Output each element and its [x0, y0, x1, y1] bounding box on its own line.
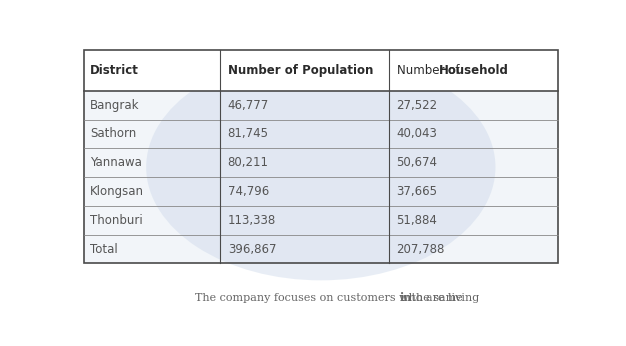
- Bar: [84, 235, 558, 263]
- Text: Yannawa: Yannawa: [90, 156, 141, 169]
- Text: 207,788: 207,788: [396, 243, 445, 256]
- Text: 81,745: 81,745: [228, 127, 269, 140]
- Text: Klongsan: Klongsan: [90, 185, 144, 198]
- Text: Bangrak: Bangrak: [90, 99, 140, 112]
- Text: Number of: Number of: [396, 64, 463, 77]
- Text: Household: Household: [439, 64, 509, 77]
- Text: Sathorn: Sathorn: [90, 127, 136, 140]
- Text: District: District: [90, 64, 139, 77]
- Text: The company focuses on customers who are living: The company focuses on customers who are…: [195, 293, 483, 303]
- Text: 51,884: 51,884: [396, 214, 438, 227]
- Text: Thonburi: Thonburi: [90, 214, 143, 227]
- Text: 46,777: 46,777: [228, 99, 269, 112]
- Bar: [84, 91, 558, 120]
- Bar: [84, 148, 558, 177]
- Text: 37,665: 37,665: [396, 185, 438, 198]
- Bar: [84, 206, 558, 235]
- Text: 50,674: 50,674: [396, 156, 438, 169]
- Text: Total: Total: [90, 243, 118, 256]
- Bar: [84, 177, 558, 206]
- Bar: [84, 49, 558, 91]
- Text: 40,043: 40,043: [396, 127, 438, 140]
- Text: 74,796: 74,796: [228, 185, 269, 198]
- Text: in: in: [400, 292, 412, 303]
- Text: 113,338: 113,338: [228, 214, 276, 227]
- Text: 27,522: 27,522: [396, 99, 438, 112]
- Bar: [84, 120, 558, 148]
- Text: 396,867: 396,867: [228, 243, 276, 256]
- Text: the same: the same: [408, 293, 463, 303]
- Bar: [84, 49, 558, 263]
- Ellipse shape: [146, 54, 496, 280]
- Text: Number of Population: Number of Population: [228, 64, 373, 77]
- Text: 80,211: 80,211: [228, 156, 269, 169]
